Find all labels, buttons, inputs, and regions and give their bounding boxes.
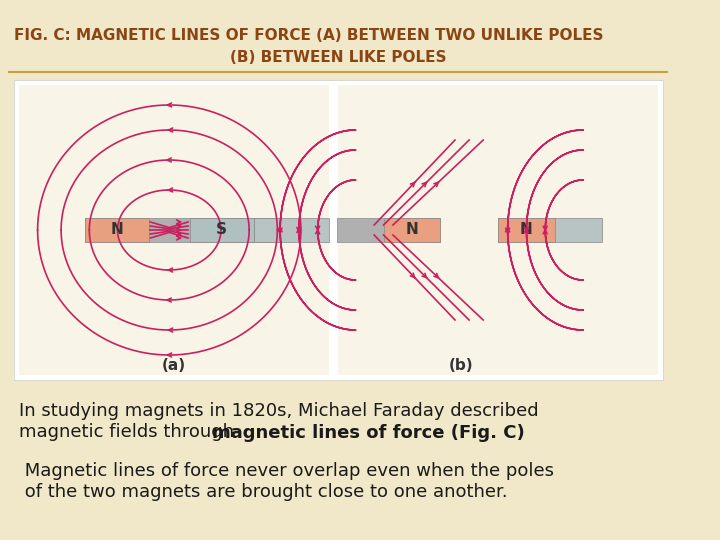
Text: FIG. C: MAGNETIC LINES OF FORCE (A) BETWEEN TWO UNLIKE POLES: FIG. C: MAGNETIC LINES OF FORCE (A) BETW… [14, 28, 603, 43]
Text: N: N [110, 222, 123, 238]
Bar [336, 218, 440, 242]
Text: (b): (b) [449, 358, 473, 373]
Text: (a): (a) [162, 358, 186, 373]
Bar [85, 218, 148, 242]
Bar [498, 218, 602, 242]
Bar [190, 218, 254, 242]
Bar [14, 80, 663, 380]
Text: (B) BETWEEN LIKE POLES: (B) BETWEEN LIKE POLES [230, 50, 446, 65]
Text: N: N [405, 222, 418, 238]
Text: N: N [520, 222, 533, 238]
Text: Magnetic lines of force never overlap even when the poles
 of the two magnets ar: Magnetic lines of force never overlap ev… [19, 462, 554, 501]
Bar [254, 218, 329, 242]
Text: magnetic lines of force (Fig. C): magnetic lines of force (Fig. C) [212, 424, 524, 442]
Bar [85, 218, 282, 242]
Bar [19, 85, 329, 375]
Text: In studying magnets in 1820s, Michael Faraday described
magnetic fields through: In studying magnets in 1820s, Michael Fa… [19, 402, 539, 441]
Bar [384, 218, 440, 242]
Text: S: S [217, 222, 228, 238]
Bar [338, 85, 658, 375]
Bar [498, 218, 554, 242]
